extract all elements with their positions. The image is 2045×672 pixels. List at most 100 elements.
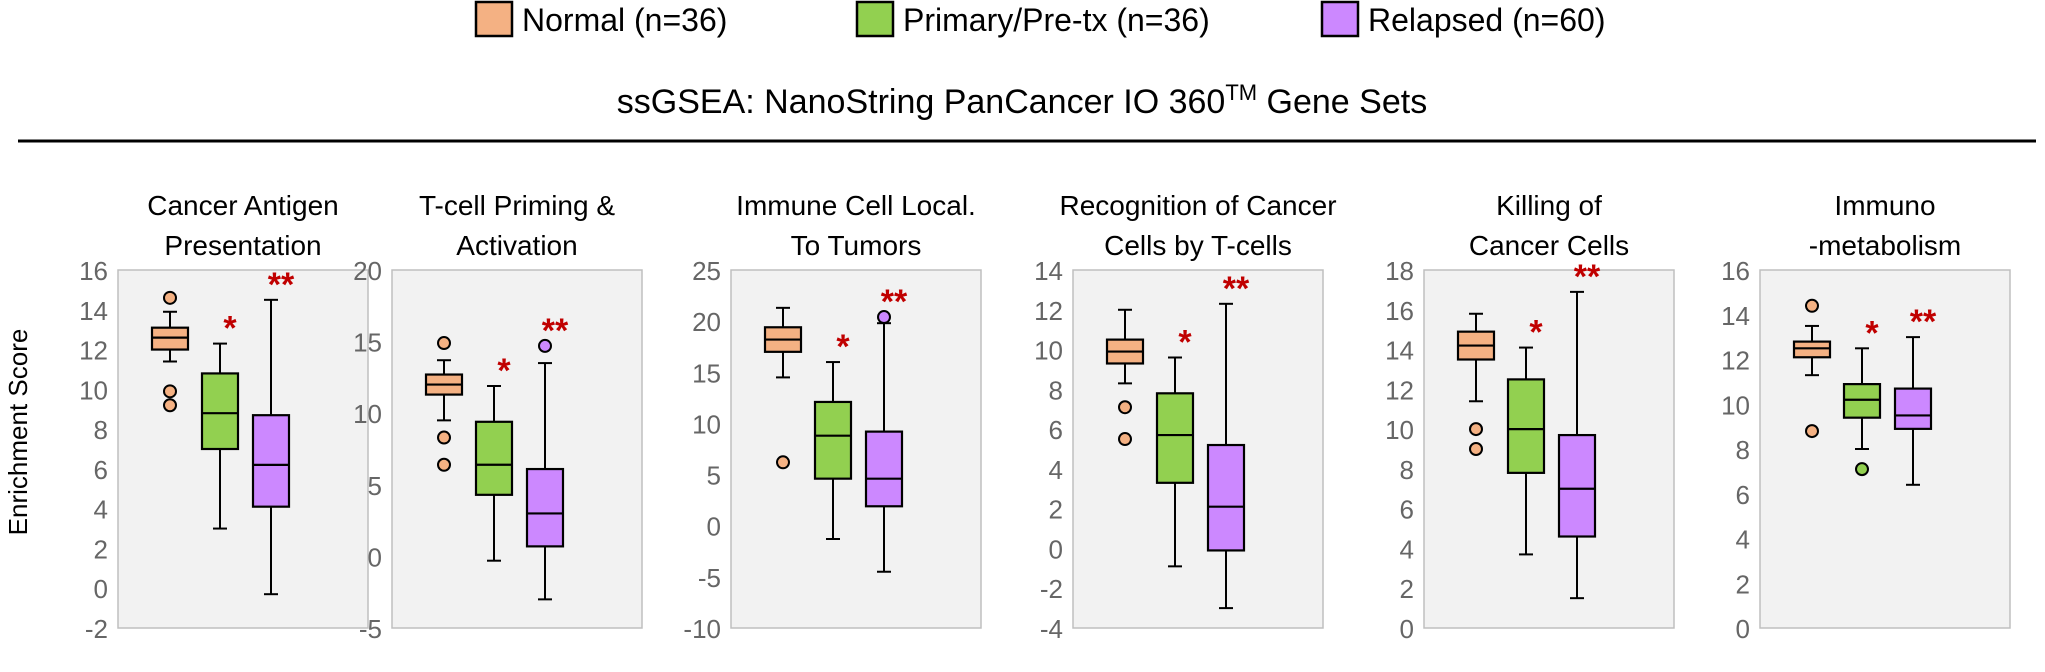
box-iqr [1557, 433, 1597, 538]
significance-marker: ** [1910, 303, 1937, 341]
significance-marker: * [1529, 314, 1543, 352]
panel-title-line: Cancer Cells [1469, 230, 1629, 261]
panel-title-line: Cancer Antigen [147, 190, 338, 221]
y-tick-label: -5 [698, 563, 721, 593]
panel-title-line: Cells by T-cells [1104, 230, 1292, 261]
outlier-point [163, 384, 177, 399]
outlier-point [1469, 442, 1483, 456]
y-tick-label: 14 [1034, 256, 1063, 286]
significance-marker: * [836, 328, 850, 366]
significance-marker: * [1178, 324, 1192, 362]
significance-marker: ** [881, 283, 908, 321]
box-3: ** [1557, 258, 1601, 600]
y-tick-label: 0 [368, 542, 382, 572]
y-tick-label: 8 [1736, 435, 1750, 465]
y-tick-label: 12 [1385, 375, 1414, 405]
plot-area [391, 269, 643, 629]
outlier-point [437, 457, 451, 472]
y-tick-label: 25 [692, 256, 721, 286]
main-title-text: ssGSEA: NanoString PanCancer IO 360TM Ge… [617, 80, 1427, 121]
panel-4: Recognition of Cancer Cells by T-cells -4 -… [1034, 190, 1336, 644]
significance-marker: ** [1574, 258, 1601, 296]
y-tick-label: 16 [1721, 256, 1750, 286]
significance-marker: ** [1223, 270, 1250, 308]
box-3: ** [525, 312, 569, 601]
y-tick-label: 5 [707, 461, 721, 491]
y-tick-label: 4 [1400, 534, 1414, 564]
y-tick-label: 10 [353, 399, 382, 429]
outlier-point [776, 455, 790, 470]
y-tick-label: 10 [79, 375, 108, 405]
y-tick-label: 4 [1736, 525, 1750, 555]
y-tick-label: -2 [85, 614, 108, 644]
outlier-point [1118, 400, 1132, 415]
box-iqr [1893, 387, 1933, 430]
legend-label: Normal (n=36) [522, 2, 727, 38]
box-iqr [864, 430, 904, 508]
plot-area [730, 269, 982, 629]
outlier-point [1805, 424, 1819, 439]
panel-title-line: Immune Cell Local. [736, 190, 976, 221]
box-1 [1105, 308, 1145, 447]
y-tick-label: -10 [683, 614, 721, 644]
outlier-point [163, 398, 177, 413]
y-tick-label: 15 [353, 328, 382, 358]
box-iqr [474, 420, 514, 496]
significance-marker: * [223, 310, 237, 348]
box-2: * [813, 328, 853, 541]
significance-marker: * [497, 352, 511, 390]
y-tick-label: 6 [1400, 495, 1414, 525]
y-tick-label: 6 [1049, 415, 1063, 445]
y-tick-label: 14 [1721, 301, 1750, 331]
panel-title-line: Immuno [1834, 190, 1935, 221]
plot-area [1759, 269, 2011, 629]
panel-title-line: Activation [456, 230, 577, 261]
box-iqr [200, 372, 240, 451]
y-tick-label: 0 [1400, 614, 1414, 644]
main-title: ssGSEA: NanoString PanCancer IO 360TM Ge… [617, 80, 1427, 121]
plot-area [117, 269, 369, 629]
legend-swatch [474, 0, 514, 38]
y-tick-label: 12 [79, 336, 108, 366]
box-3: ** [251, 266, 295, 596]
y-tick-label: 0 [707, 512, 721, 542]
outlier-point [1855, 462, 1869, 477]
box-2: * [1155, 324, 1195, 568]
significance-marker: ** [268, 266, 295, 304]
y-tick-label: -2 [1040, 574, 1063, 604]
box-1 [150, 290, 190, 413]
y-tick-label: 0 [1736, 614, 1750, 644]
panel-3: Immune Cell Local. To Tumors -10 -5 0 5 10 15 20… [683, 190, 982, 644]
outlier-point [877, 310, 891, 325]
box-2: * [1506, 314, 1546, 556]
outlier-point [1805, 298, 1819, 313]
y-tick-label: -5 [359, 614, 382, 644]
y-tick-label: 10 [692, 409, 721, 439]
box-1 [424, 336, 464, 472]
y-tick-label: 20 [353, 256, 382, 286]
y-tick-label: 10 [1721, 390, 1750, 420]
box-2: * [200, 310, 240, 530]
outlier-point [163, 290, 177, 305]
outlier-point [1469, 422, 1483, 437]
y-tick-label: 2 [1736, 569, 1750, 599]
box-iqr [1206, 443, 1246, 552]
box-iqr [1155, 392, 1195, 484]
y-tick-label: 2 [1049, 495, 1063, 525]
y-tick-label: 15 [692, 358, 721, 388]
y-tick-label: 12 [1721, 346, 1750, 376]
panel-title-line: T-cell Priming & [419, 190, 615, 221]
significance-marker: * [1865, 314, 1879, 352]
y-tick-label: 5 [368, 471, 382, 501]
y-tick-label: 0 [1049, 534, 1063, 564]
box-2: * [474, 352, 514, 562]
plot-area [1072, 269, 1324, 629]
y-tick-label: 8 [1400, 455, 1414, 485]
box-1 [1792, 298, 1832, 439]
box-2: * [1842, 314, 1882, 477]
outlier-point [437, 336, 451, 351]
y-tick-label: 4 [1049, 455, 1063, 485]
